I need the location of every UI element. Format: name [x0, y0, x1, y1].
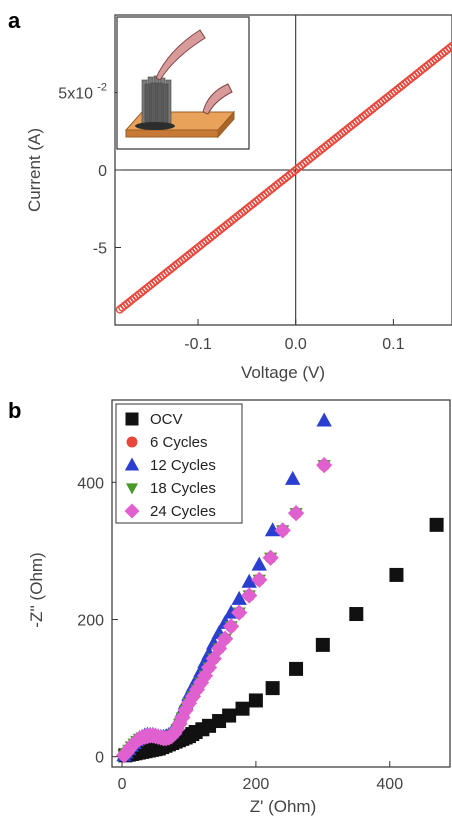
- chart-b-x-tick-label: 400: [376, 776, 403, 793]
- chart-a-y-tick-label: 5x10: [58, 86, 93, 103]
- chart-b-point-24-cycles: [288, 505, 304, 521]
- chart-b-x-tick-label: 200: [243, 776, 270, 793]
- chart-b-y-tick-label: 0: [95, 750, 104, 767]
- chart-b-ylabel: -Z'' (Ohm): [27, 552, 46, 627]
- chart-a-y-tick-label: -5: [93, 241, 107, 258]
- legend-label-ocv: OCV: [150, 411, 183, 428]
- chart-b-point-ocv: [236, 702, 250, 716]
- chart-b-legend: OCV 6 Cycles 12 Cycles 18 Cycles 24 Cycles: [116, 404, 242, 523]
- legend-label-24-cycles: 24 Cycles: [150, 503, 216, 520]
- chart-a-x-tick-label: -0.1: [184, 336, 212, 353]
- chart-b-y-tick-label: 400: [77, 475, 104, 492]
- chart-b-point-ocv: [266, 681, 280, 695]
- chart-b-x-tick-label: 0: [118, 776, 127, 793]
- chart-a-y-tick-label: 0: [98, 163, 107, 180]
- chart-b-point-12-cycles: [316, 413, 331, 427]
- panel-a-label: a: [8, 8, 21, 33]
- legend-label-12-cycles: 12 Cycles: [150, 457, 216, 474]
- chart-b-point-ocv: [430, 518, 444, 532]
- chart-b-point-ocv: [222, 709, 236, 723]
- legend-label-18-cycles: 18 Cycles: [150, 480, 216, 497]
- chart-b-point-24-cycles: [263, 550, 279, 566]
- chart-a: -0.1 0.0 0.1 -5 0 5x10 -2 Voltage (V) Current…: [25, 15, 452, 382]
- chart-a-xlabel: Voltage (V): [241, 363, 325, 382]
- chart-b-point-ocv: [249, 693, 263, 707]
- legend-marker-ocv: [126, 413, 139, 426]
- chart-a-x-tick-label: 0.0: [285, 336, 307, 353]
- chart-b-point-ocv: [349, 607, 363, 621]
- chart-b-x-ticks: 0 200 400: [118, 761, 404, 793]
- chart-a-x-ticks: -0.1 0.0 0.1: [184, 319, 404, 353]
- legend-label-6-cycles: 6 Cycles: [150, 434, 208, 451]
- chart-b-point-24-cycles: [316, 457, 332, 473]
- inset-device-illustration: [117, 17, 249, 149]
- chart-a-y-ticks: -5 0 5x10 -2: [58, 82, 121, 258]
- chart-a-ylabel: Current (A): [25, 128, 44, 212]
- chart-b-y-tick-label: 200: [77, 613, 104, 630]
- legend-marker-6-cycles: [127, 437, 138, 448]
- panel-b-label: b: [8, 398, 21, 423]
- chart-b: 0 200 400 0 200 400 Z' (Ohm) -Z'' (Ohm) OCV 6…: [27, 400, 450, 816]
- chart-b-point-ocv: [316, 638, 330, 652]
- chart-b-point-12-cycles: [285, 471, 300, 485]
- chart-b-point-ocv: [389, 568, 403, 582]
- chart-b-point-ocv: [289, 662, 303, 676]
- chart-b-xlabel: Z' (Ohm): [250, 797, 317, 816]
- chart-a-x-tick-label: 0.1: [382, 336, 404, 353]
- chart-a-y-tick-exponent: -2: [97, 82, 107, 94]
